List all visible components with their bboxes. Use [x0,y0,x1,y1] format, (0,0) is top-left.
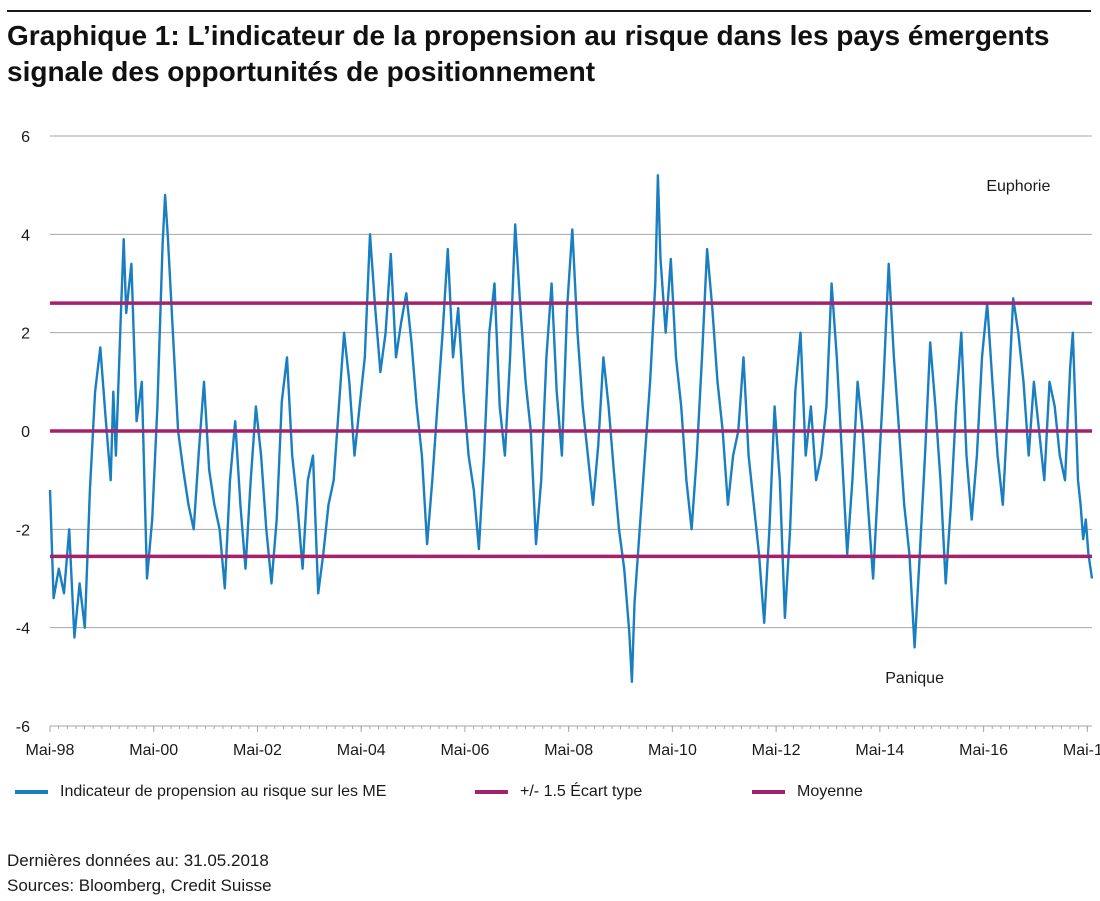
series-line-risk-indicator [48,174,1094,683]
y-tick-label: 2 [21,326,30,343]
legend-item-std-dev: +/- 1.5 Écart type [475,783,642,801]
title-rule [7,10,1091,12]
legend-swatch-mean [752,790,785,794]
x-tick-label: Mai-00 [129,742,178,759]
legend-item-indicator: Indicateur de propension au risque sur l… [15,783,386,801]
chart-sources: Sources: Bloomberg, Credit Suisse [7,876,272,895]
y-tick-label: -2 [16,522,30,539]
legend-label-mean: Moyenne [797,783,863,800]
legend-swatch-std-dev [475,790,508,794]
x-tick-label: Mai-08 [544,742,593,759]
chart-legend: Indicateur de propension au risque sur l… [0,783,1100,807]
y-tick-label: -6 [16,719,30,736]
annotation-label: Panique [885,670,944,687]
x-tick-label: Mai-06 [440,742,489,759]
x-tick-label: Mai-02 [233,742,282,759]
y-tick-label: 4 [21,227,30,244]
legend-label-std-dev: +/- 1.5 Écart type [520,783,643,800]
y-tick-label: 6 [21,129,30,146]
x-tick-label: Mai-98 [26,742,75,759]
x-tick-label: Mai-10 [648,742,697,759]
x-tick-label: Mai-12 [752,742,801,759]
x-tick-label: Mai-04 [337,742,386,759]
last-data-date: Dernières données au: 31.05.2018 [7,851,269,870]
chart-plot: -6 -4 -2 0 2 4 6 Mai-98 Mai-00 Mai-02 Mai-04 Mai-06… [16,129,1100,759]
y-tick-label: 0 [21,424,30,441]
x-tick-label: Mai-16 [959,742,1008,759]
x-tick-label: Mai-18 [1063,742,1100,759]
annotation-label: Euphorie [986,178,1050,195]
legend-swatch-indicator [15,790,48,794]
legend-item-mean: Moyenne [752,783,863,801]
x-tick-label: Mai-14 [855,742,904,759]
chart-title: Graphique 1: L’indicateur de la propensi… [7,20,1050,87]
chart-footer: Dernières données au: 31.05.2018 Sources… [7,848,272,898]
legend-label-indicator: Indicateur de propension au risque sur l… [60,783,387,800]
y-tick-label: -4 [16,621,30,638]
